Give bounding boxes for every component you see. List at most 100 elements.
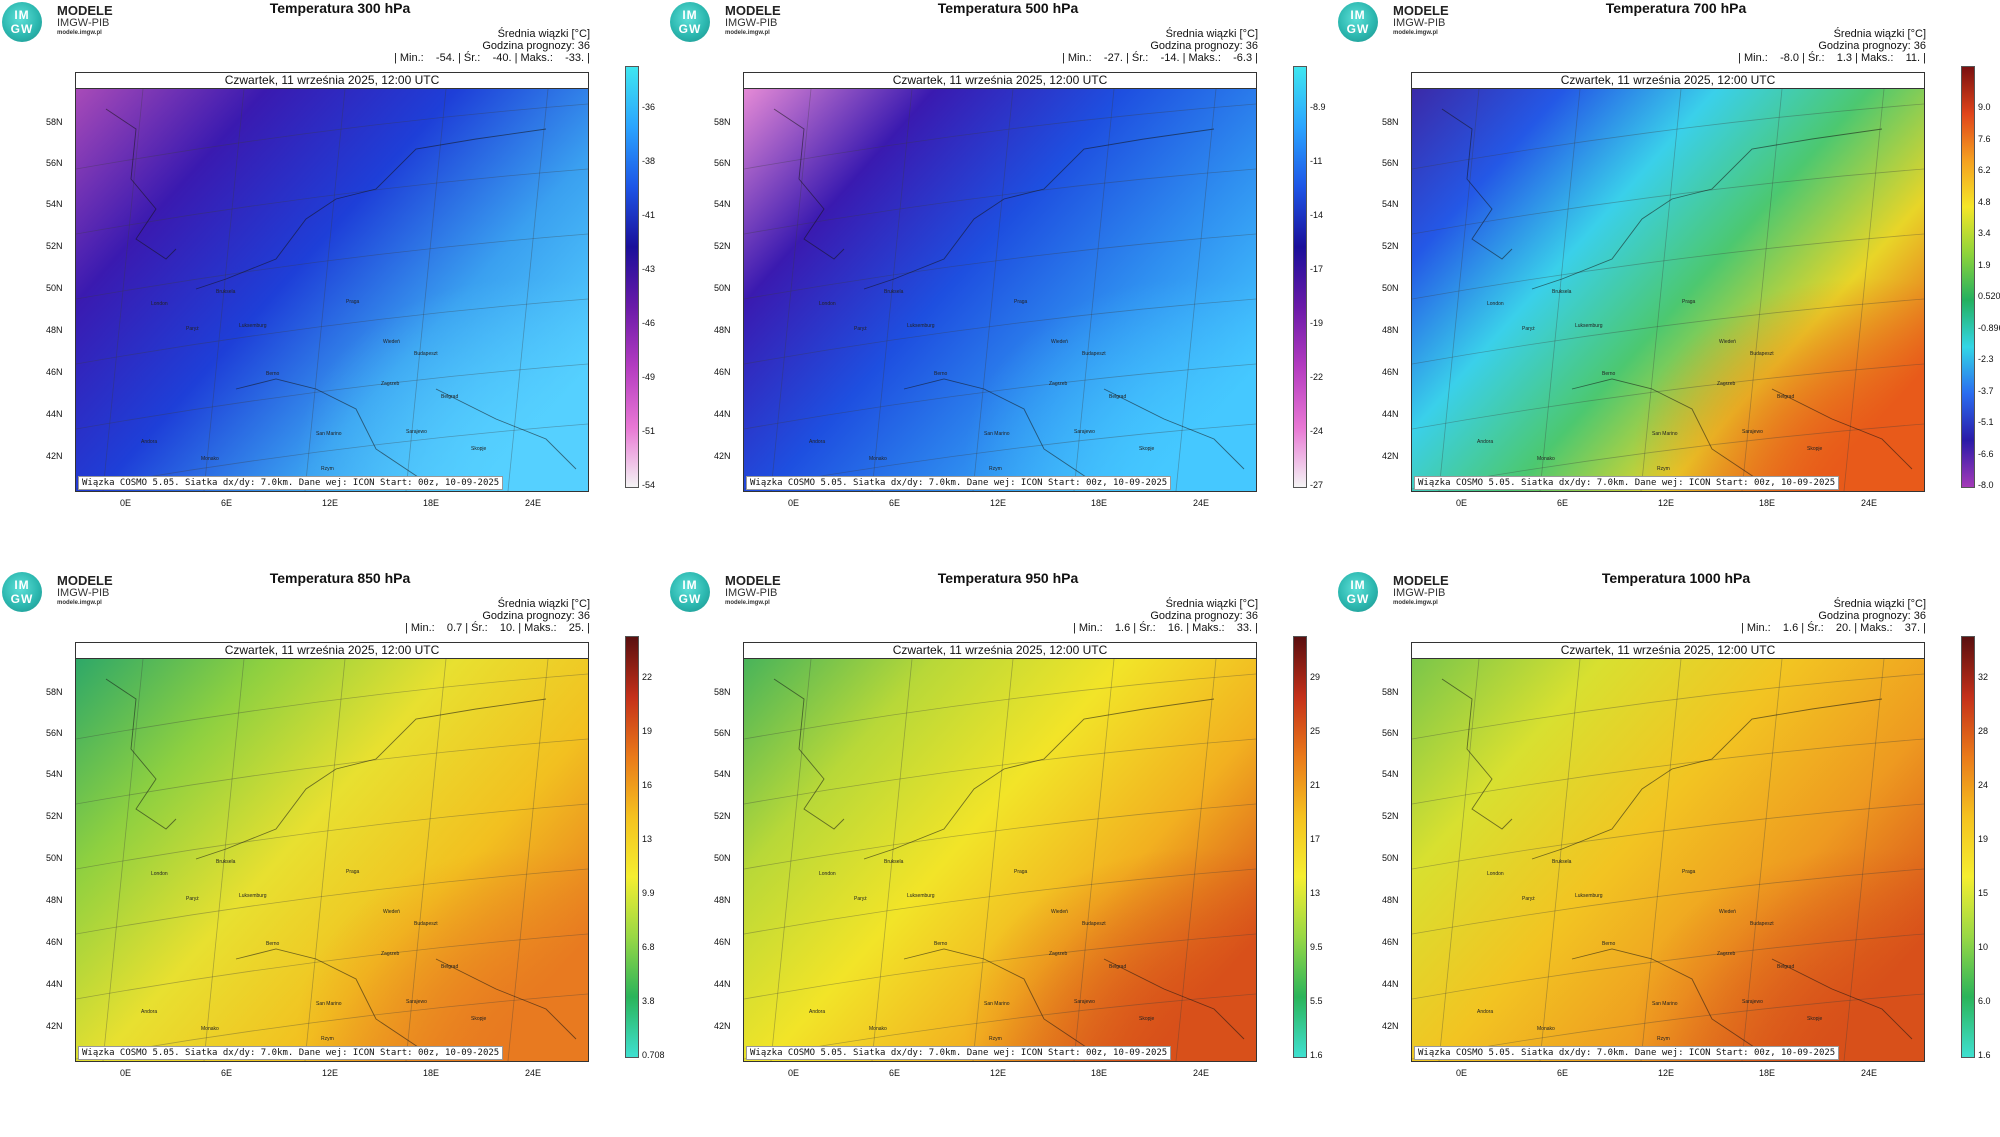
imgw-logo: IM GW MODELE IMGW-PIB modele.imgw.pl xyxy=(2,570,122,614)
latitude-line xyxy=(744,233,1256,300)
longitude-label: 18E xyxy=(1759,498,1776,508)
city-label: Monako xyxy=(1537,456,1555,462)
panel-title: Temperatura 300 hPa xyxy=(269,0,411,16)
longitude-line xyxy=(1843,89,1885,491)
longitude-label: 12E xyxy=(990,498,1007,508)
longitude-label: 18E xyxy=(1091,498,1108,508)
info-line-mean: Średnia wiązki [°C] xyxy=(1833,598,1926,610)
colorbar-tick-label: -51 xyxy=(642,426,656,436)
longitude-line xyxy=(1539,89,1581,491)
longitude-label: 6E xyxy=(221,498,233,508)
info-line-stats: | Min.: -27. | Śr.: -14. | Maks.: -6.3 | xyxy=(1061,52,1258,64)
city-label: London xyxy=(819,301,836,307)
longitude-label: 12E xyxy=(1658,1068,1675,1078)
latitude-label: 46N xyxy=(46,367,63,377)
info-line-mean: Średnia wiązki [°C] xyxy=(497,28,590,40)
longitude-label: 0E xyxy=(1456,1068,1468,1078)
colorbar-tick-label: 9.9 xyxy=(642,888,655,898)
temperature-field xyxy=(1412,659,1924,1061)
latitude-line xyxy=(744,803,1256,870)
logo-mark: IM GW xyxy=(1338,572,1378,612)
colorbar-tick-label: 6.8 xyxy=(642,942,655,952)
logo-mark-top: IM xyxy=(1350,8,1366,22)
coastline xyxy=(105,108,577,490)
latitude-line xyxy=(76,673,588,740)
city-label: Skopje xyxy=(1807,446,1823,452)
info-line-mean: Średnia wiązki [°C] xyxy=(1165,28,1258,40)
longitude-line xyxy=(304,659,346,1061)
latitude-line xyxy=(744,168,1256,235)
map-panel: IM GW MODELE IMGW-PIB modele.imgw.pl Temperat… xyxy=(1336,0,2000,560)
latitude-label: 56N xyxy=(1382,158,1399,168)
longitude-label: 12E xyxy=(322,1068,339,1078)
city-label: Belgrad xyxy=(1777,394,1795,400)
longitude-line xyxy=(507,659,549,1061)
logo-mark-bottom: GW xyxy=(10,22,34,36)
colorbar-tick-label: -36 xyxy=(642,102,656,112)
city-label: Budapeszt xyxy=(1082,351,1106,357)
longitude-line xyxy=(405,659,447,1061)
city-label: London xyxy=(1487,301,1504,307)
latitude-label: 54N xyxy=(714,199,731,209)
city-label: Budapeszt xyxy=(414,351,438,357)
colorbar-tick-label: -43 xyxy=(642,264,656,274)
longitude-label: 18E xyxy=(423,1068,440,1078)
city-label: Monako xyxy=(201,1026,219,1032)
city-label: Berno xyxy=(266,941,280,947)
colorbar-tick-label: 4.8 xyxy=(1978,196,1991,207)
latitude-line xyxy=(744,673,1256,740)
info-line-stats: | Min.: -54. | Śr.: -40. | Maks.: -33. | xyxy=(393,52,590,64)
map-frame: Czwartek, 11 września 2025, 12:00 UTC Lon… xyxy=(1411,72,1925,492)
panel-title: Temperatura 1000 hPa xyxy=(1601,570,1751,586)
longitude-line xyxy=(1175,89,1217,491)
city-label: Rzym xyxy=(321,1036,334,1042)
info-block: Średnia wiązki [°C] Godzina prognozy: 36 |… xyxy=(394,28,590,64)
longitude-label: 6E xyxy=(1557,498,1569,508)
panel-title: Temperatura 850 hPa xyxy=(269,570,411,586)
longitude-line xyxy=(1640,89,1682,491)
latitude-label: 46N xyxy=(1382,367,1399,377)
logo-mark-top: IM xyxy=(682,8,698,22)
city-label: San Marino xyxy=(1652,431,1678,437)
city-label: Belgrad xyxy=(441,964,459,970)
latitude-label: 58N xyxy=(1382,117,1399,127)
city-label: London xyxy=(1487,871,1504,877)
longitude-label: 18E xyxy=(1091,1068,1108,1078)
city-label: London xyxy=(151,871,168,877)
latitude-line xyxy=(744,298,1256,365)
latitude-label: 58N xyxy=(1382,687,1399,697)
colorbar-tick-label: 5.5 xyxy=(1310,996,1323,1006)
latitude-line xyxy=(744,103,1256,170)
logo-subtitle: IMGW-PIB xyxy=(1393,587,1446,599)
latitude-label: 58N xyxy=(46,687,63,697)
latitude-line xyxy=(76,868,588,935)
colorbar-tick-label: 9.0 xyxy=(1978,102,1991,112)
logo-mark-bottom: GW xyxy=(678,592,702,606)
logo-mark-top: IM xyxy=(14,8,30,22)
latitude-line xyxy=(744,363,1256,430)
colorbar xyxy=(1961,636,1975,1058)
info-block: Średnia wiązki [°C] Godzina prognozy: 36 |… xyxy=(405,598,590,634)
imgw-logo: IM GW MODELE IMGW-PIB modele.imgw.pl xyxy=(1338,570,1458,614)
coastline xyxy=(773,108,1245,490)
colorbar-tick-label: -49 xyxy=(642,372,656,382)
latitude-line xyxy=(76,363,588,430)
map-panel: IM GW MODELE IMGW-PIB modele.imgw.pl Temperat… xyxy=(1336,570,1996,1130)
model-footer: Wiązka COSMO 5.05. Siatka dx/dy: 7.0km. … xyxy=(1414,476,1840,490)
logo-subtitle: IMGW-PIB xyxy=(725,587,778,599)
colorbar-tick-label: -17 xyxy=(1310,264,1324,274)
logo-mark: IM GW xyxy=(670,2,710,42)
longitude-label: 0E xyxy=(120,498,132,508)
temperature-field xyxy=(744,659,1256,1061)
colorbar-tick-label: -3.7 xyxy=(1978,385,1994,396)
latitude-line xyxy=(76,168,588,235)
longitude-line xyxy=(972,89,1014,491)
city-label: Budapeszt xyxy=(414,921,438,927)
latitude-line xyxy=(1412,673,1924,740)
colorbar-tick-label: 28 xyxy=(1978,726,1989,736)
longitude-line xyxy=(1539,659,1581,1061)
city-label: Sarajewo xyxy=(406,999,427,1005)
warm-core-shading xyxy=(76,659,588,1061)
model-footer: Wiązka COSMO 5.05. Siatka dx/dy: 7.0km. … xyxy=(78,1046,504,1060)
latitude-label: 52N xyxy=(714,241,731,251)
